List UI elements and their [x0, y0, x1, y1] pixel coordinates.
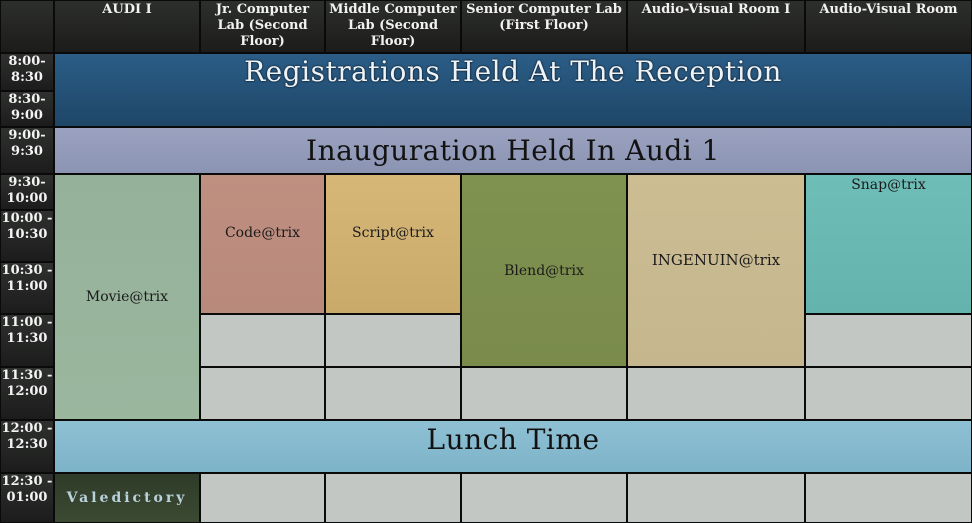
header-jr-computer-lab: Jr. Computer Lab (Second Floor)	[200, 0, 325, 53]
empty-slot	[200, 314, 325, 367]
corner-header	[0, 0, 54, 53]
time-slot: 12:00 - 12:30	[0, 420, 54, 473]
empty-slot	[461, 367, 627, 420]
lunch-banner: Lunch Time	[54, 420, 972, 473]
empty-slot	[325, 473, 461, 523]
empty-slot	[627, 473, 805, 523]
empty-slot	[461, 473, 627, 523]
event-ingenuin-trix[interactable]: INGENUIN@trix	[627, 174, 805, 367]
event-snap-trix[interactable]: Snap@trix	[805, 174, 972, 314]
event-script-trix[interactable]: Script@trix	[325, 174, 461, 314]
time-slot: 10:00 - 10:30	[0, 210, 54, 262]
header-audio-visual-room: Audio-Visual Room	[805, 0, 972, 53]
event-movie-trix[interactable]: Movie@trix	[54, 174, 200, 420]
time-slot: 12:30 - 01:00	[0, 473, 54, 523]
header-middle-computer-lab: Middle Computer Lab (Second Floor)	[325, 0, 461, 53]
inauguration-banner: Inauguration Held In Audi 1	[54, 127, 972, 174]
event-code-trix[interactable]: Code@trix	[200, 174, 325, 314]
empty-slot	[627, 367, 805, 420]
empty-slot	[200, 473, 325, 523]
empty-slot	[805, 367, 972, 420]
time-slot: 9:00-9:30	[0, 127, 54, 174]
event-blend-trix[interactable]: Blend@trix	[461, 174, 627, 367]
time-slot: 10:30 - 11:00	[0, 262, 54, 314]
time-slot: 11:00 - 11:30	[0, 314, 54, 367]
empty-slot	[325, 314, 461, 367]
empty-slot	[200, 367, 325, 420]
header-audio-visual-room-1: Audio-Visual Room I	[627, 0, 805, 53]
empty-slot	[805, 473, 972, 523]
time-slot: 11:30 - 12:00	[0, 367, 54, 420]
time-slot: 8:00-8:30	[0, 53, 54, 91]
empty-slot	[805, 314, 972, 367]
empty-slot	[325, 367, 461, 420]
header-audi-1: AUDI I	[54, 0, 200, 53]
header-senior-computer-lab: Senior Computer Lab (First Floor)	[461, 0, 627, 53]
time-slot: 9:30-10:00	[0, 174, 54, 210]
event-valedictory[interactable]: Valedictory	[54, 473, 200, 523]
time-slot: 8:30-9:00	[0, 91, 54, 127]
registrations-banner: Registrations Held At The Reception	[54, 53, 972, 127]
